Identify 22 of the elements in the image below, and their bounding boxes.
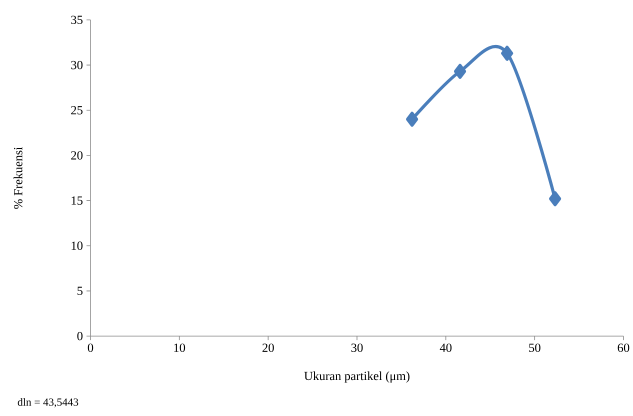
x-tick-label: 10 [174, 344, 186, 352]
y-tick-label: 15 [72, 196, 83, 205]
y-tick-label: 5 [78, 286, 83, 296]
x-tick-label: 40 [440, 344, 452, 352]
y-tick-label: 10 [72, 242, 83, 250]
x-tick-label: 20 [262, 344, 274, 352]
point [406, 112, 418, 127]
text: dln = 43,5443 [18, 398, 78, 408]
y-tick-label: 25 [71, 106, 83, 115]
point [454, 64, 466, 80]
point [549, 191, 562, 206]
y-tick-label: 0 [77, 332, 83, 340]
point [501, 46, 514, 62]
x-axis-title: Ukuran partikel (μm) [304, 372, 410, 383]
y-axis-title: % Frekuensi [14, 147, 22, 209]
x-tick-label: 50 [529, 344, 540, 352]
x-tick-label: 60 [618, 344, 630, 352]
x-tick-label: 30 [351, 344, 363, 352]
x-tick-label: 0 [88, 344, 94, 352]
y-tick-label: 35 [71, 16, 83, 24]
y-tick-label: 30 [71, 61, 83, 70]
y-tick-label: 20 [71, 151, 83, 160]
